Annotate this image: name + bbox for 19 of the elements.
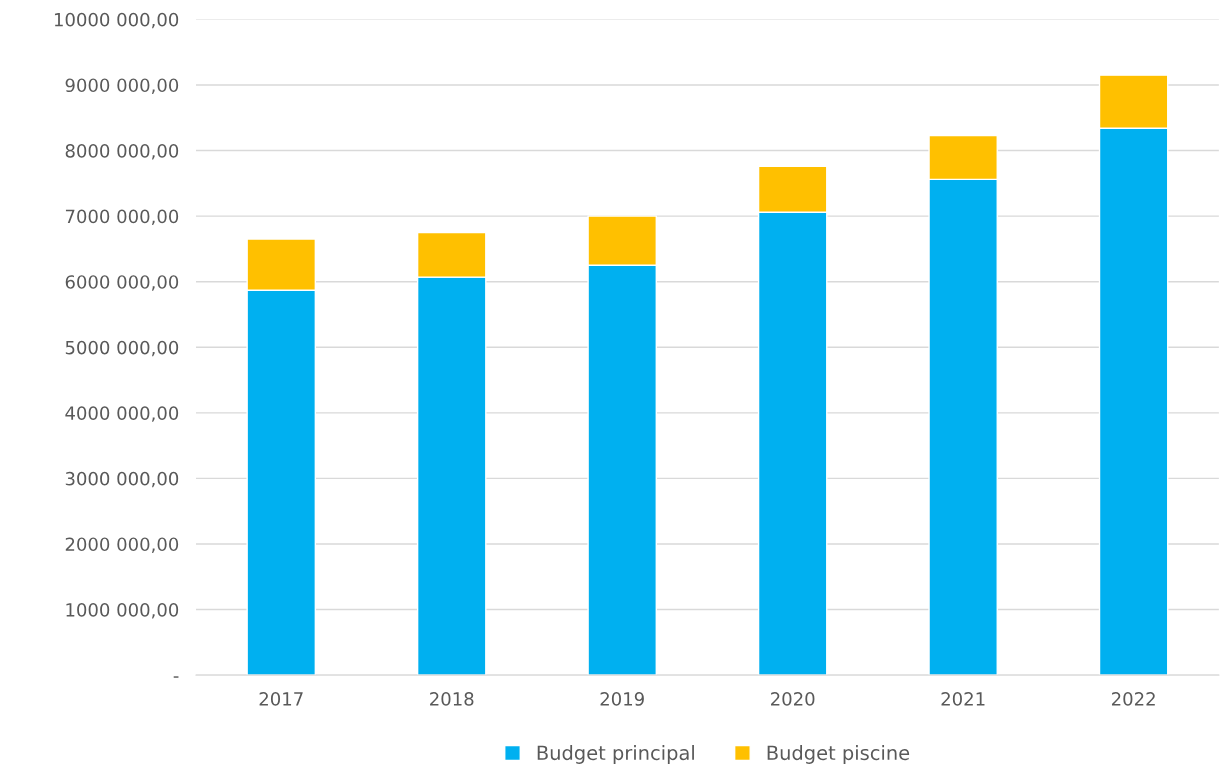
y-tick-label: 7000 000,00 [65,209,179,226]
y-tick-label: 10000 000,00 [54,12,179,29]
legend-label: Budget principal [537,745,694,764]
y-tick-label: - [173,676,179,678]
y-tick-label: 3000 000,00 [65,471,179,488]
x-tick-label: 2019 [600,692,644,706]
y-tick-label: 9000 000,00 [65,78,179,94]
y-tick-label: 8000 000,00 [65,144,179,160]
y-tick-label: 6000 000,00 [65,275,179,291]
x-tick-label: 2018 [430,692,474,706]
x-tick-label: 2021 [941,692,985,706]
y-tick-label: 5000 000,00 [65,340,179,357]
x-tick-label: 2022 [1111,692,1155,706]
y-tick-label: 1000 000,00 [66,603,179,619]
x-tick-label: 2020 [771,692,815,706]
legend-label: Budget piscine [767,745,910,764]
x-tick-label: 2017 [259,692,303,706]
y-tick-label: 4000 000,00 [65,406,179,422]
y-tick-label: 2000 000,00 [65,537,179,553]
